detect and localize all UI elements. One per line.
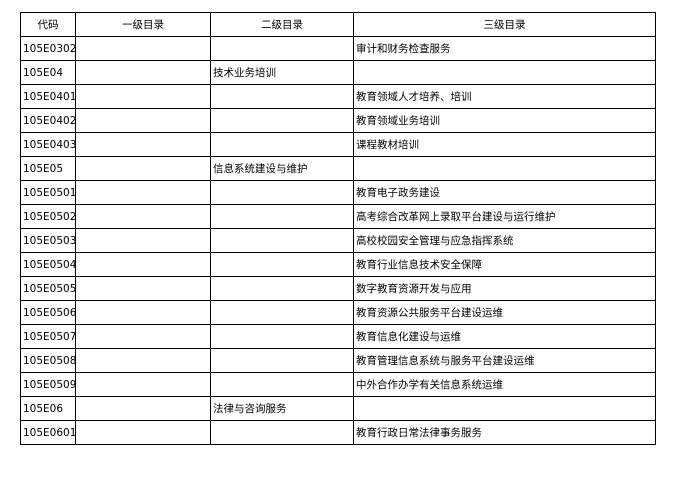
table-row: 105E0401 教育领域人才培养、培训 [20,84,656,109]
table-cell [210,300,354,325]
table-cell [75,36,211,61]
table-cell [75,324,211,349]
table-cell [210,84,354,109]
table-cell: 教育行业信息技术安全保障 [353,252,656,277]
table-row: 105E06 法律与咨询服务 [20,396,656,421]
table-row: 105E0507 教育信息化建设与运维 [20,324,656,349]
table-cell: 105E0501 [20,180,76,205]
table-row: 105E0503 高校校园安全管理与应急指挥系统 [20,228,656,253]
table-cell [210,276,354,301]
table-cell: 105E0402 [20,108,76,133]
table-row: 105E0601 教育行政日常法律事务服务 [20,420,656,445]
table-row: 105E0403 课程教材培训 [20,132,656,157]
header-row: 代码 一级目录 二级目录 三级目录 [20,12,656,37]
table-cell [75,348,211,373]
table-cell: 教育领域业务培训 [353,108,656,133]
table-cell: 高校校园安全管理与应急指挥系统 [353,228,656,253]
table-cell: 105E05 [20,156,76,181]
table-cell [75,108,211,133]
table-cell: 105E06 [20,396,76,421]
table-cell: 审计和财务检查服务 [353,36,656,61]
table-cell [75,60,211,85]
table-body: 105E0302 审计和财务检查服务 105E04 技术业务培训 105E0401 教育领… [20,36,656,445]
header-cell: 二级目录 [210,12,354,37]
table-row: 105E0505 数字教育资源开发与应用 [20,276,656,301]
table-row: 105E0506 教育资源公共服务平台建设运维 [20,300,656,325]
table-cell: 教育电子政务建设 [353,180,656,205]
table-cell [210,348,354,373]
table-cell [75,396,211,421]
table-cell [353,156,656,181]
table-cell [210,252,354,277]
table-cell [75,156,211,181]
table-cell: 高考综合改革网上录取平台建设与运行维护 [353,204,656,229]
table-cell: 信息系统建设与维护 [210,156,354,181]
table-cell [353,60,656,85]
table-cell: 法律与咨询服务 [210,396,354,421]
table-row: 105E0504 教育行业信息技术安全保障 [20,252,656,277]
table-cell: 课程教材培训 [353,132,656,157]
table-cell: 教育行政日常法律事务服务 [353,420,656,445]
table-cell [75,276,211,301]
table-cell: 105E0502 [20,204,76,229]
table-cell: 105E0509 [20,372,76,397]
table-cell [210,204,354,229]
table-row: 105E05 信息系统建设与维护 [20,156,656,181]
header-cell: 代码 [20,12,76,37]
table-cell [75,228,211,253]
table-cell [75,420,211,445]
header-cell: 三级目录 [353,12,656,37]
catalog-table: 代码 一级目录 二级目录 三级目录 105E0302 审计和财务检查服务 105E0… [20,12,656,445]
table-cell: 105E0503 [20,228,76,253]
table-cell: 105E0507 [20,324,76,349]
table-row: 105E0302 审计和财务检查服务 [20,36,656,61]
table-cell [210,180,354,205]
table-cell [75,300,211,325]
table-cell [210,108,354,133]
table-cell: 教育管理信息系统与服务平台建设运维 [353,348,656,373]
table-cell: 105E0504 [20,252,76,277]
table-cell: 105E0506 [20,300,76,325]
table-cell [75,204,211,229]
table-cell: 105E0403 [20,132,76,157]
table-cell [210,228,354,253]
table-cell [75,180,211,205]
table-cell [75,132,211,157]
table-cell [210,36,354,61]
table-cell: 数字教育资源开发与应用 [353,276,656,301]
table-cell: 105E0601 [20,420,76,445]
table-cell [210,132,354,157]
table-cell: 105E0302 [20,36,76,61]
table-cell [75,84,211,109]
table-cell [210,420,354,445]
table-cell: 105E0505 [20,276,76,301]
table-cell [210,372,354,397]
header-cell: 一级目录 [75,12,211,37]
table-row: 105E0501 教育电子政务建设 [20,180,656,205]
table-cell [353,396,656,421]
table-row: 105E0402 教育领域业务培训 [20,108,656,133]
table-row: 105E0509 中外合作办学有关信息系统运维 [20,372,656,397]
table-cell: 教育信息化建设与运维 [353,324,656,349]
table-cell [75,372,211,397]
table-cell [210,324,354,349]
table-cell: 105E04 [20,60,76,85]
table-cell: 技术业务培训 [210,60,354,85]
table-row: 105E04 技术业务培训 [20,60,656,85]
table-cell: 教育领域人才培养、培训 [353,84,656,109]
table-cell [75,252,211,277]
table-row: 105E0508 教育管理信息系统与服务平台建设运维 [20,348,656,373]
table-cell: 教育资源公共服务平台建设运维 [353,300,656,325]
table-cell: 中外合作办学有关信息系统运维 [353,372,656,397]
table-cell: 105E0401 [20,84,76,109]
table-row: 105E0502 高考综合改革网上录取平台建设与运行维护 [20,204,656,229]
table-cell: 105E0508 [20,348,76,373]
